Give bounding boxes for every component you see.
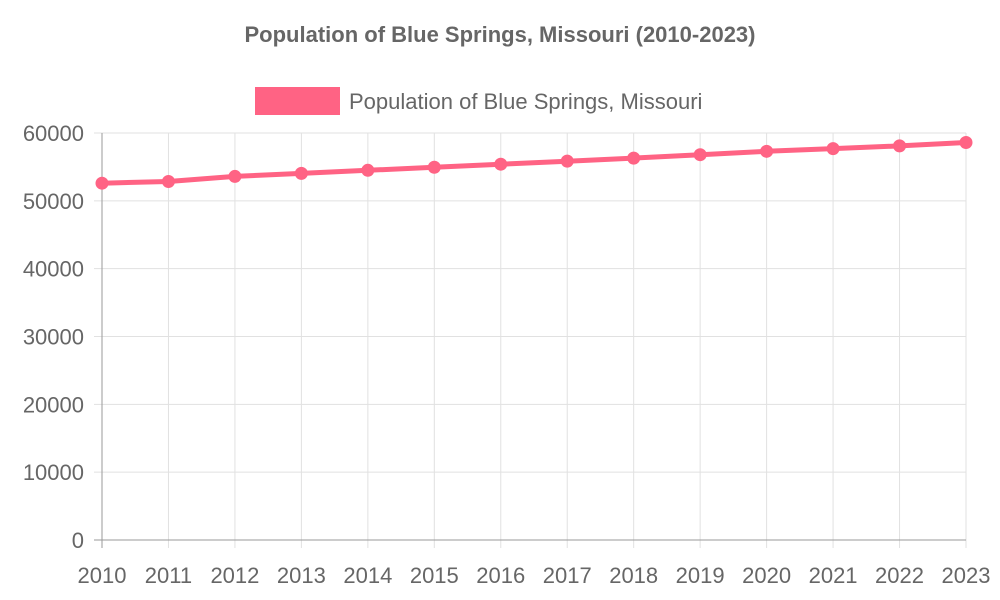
x-tick-label: 2017 bbox=[543, 563, 592, 588]
data-point bbox=[560, 154, 574, 168]
x-tick-label: 2022 bbox=[875, 563, 924, 588]
x-tick-label: 2019 bbox=[676, 563, 725, 588]
x-tick-label: 2014 bbox=[343, 563, 392, 588]
legend-label: Population of Blue Springs, Missouri bbox=[349, 89, 702, 114]
x-tick-label: 2020 bbox=[742, 563, 791, 588]
data-point bbox=[893, 139, 907, 153]
legend-swatch bbox=[255, 87, 340, 115]
x-tick-label: 2013 bbox=[277, 563, 326, 588]
data-point bbox=[959, 135, 973, 149]
data-point bbox=[294, 166, 308, 180]
data-point bbox=[361, 163, 375, 177]
y-tick-label: 30000 bbox=[23, 325, 84, 350]
axes bbox=[94, 133, 966, 548]
series-line bbox=[99, 140, 969, 186]
y-tick-label: 0 bbox=[72, 528, 84, 553]
y-tick-label: 50000 bbox=[23, 189, 84, 214]
chart-title: Population of Blue Springs, Missouri (20… bbox=[245, 22, 756, 47]
x-tick-label: 2021 bbox=[809, 563, 858, 588]
x-axis-ticks: 2010 2011 2012 2013 2014 2015 2016 2017 2018 2019… bbox=[78, 563, 991, 588]
y-tick-label: 10000 bbox=[23, 460, 84, 485]
y-axis-ticks: 0 10000 20000 30000 40000 50000 60000 bbox=[23, 121, 84, 553]
data-point bbox=[161, 175, 175, 189]
x-tick-label: 2018 bbox=[609, 563, 658, 588]
y-tick-label: 20000 bbox=[23, 392, 84, 417]
data-point bbox=[228, 169, 242, 183]
data-point bbox=[826, 142, 840, 156]
x-tick-label: 2015 bbox=[410, 563, 459, 588]
legend[interactable]: Population of Blue Springs, Missouri bbox=[255, 87, 702, 115]
x-tick-label: 2012 bbox=[210, 563, 259, 588]
data-point bbox=[494, 157, 508, 171]
y-tick-label: 40000 bbox=[23, 257, 84, 282]
x-tick-label: 2011 bbox=[145, 563, 192, 588]
data-point bbox=[760, 144, 774, 158]
x-tick-label: 2010 bbox=[78, 563, 127, 588]
data-point bbox=[693, 148, 707, 162]
data-point bbox=[95, 176, 109, 190]
series-population bbox=[95, 135, 973, 190]
x-tick-label: 2016 bbox=[476, 563, 525, 588]
grid bbox=[94, 132, 967, 548]
data-point bbox=[427, 160, 441, 174]
x-tick-label: 2023 bbox=[942, 563, 991, 588]
y-tick-label: 60000 bbox=[23, 121, 84, 146]
data-point bbox=[627, 151, 641, 165]
